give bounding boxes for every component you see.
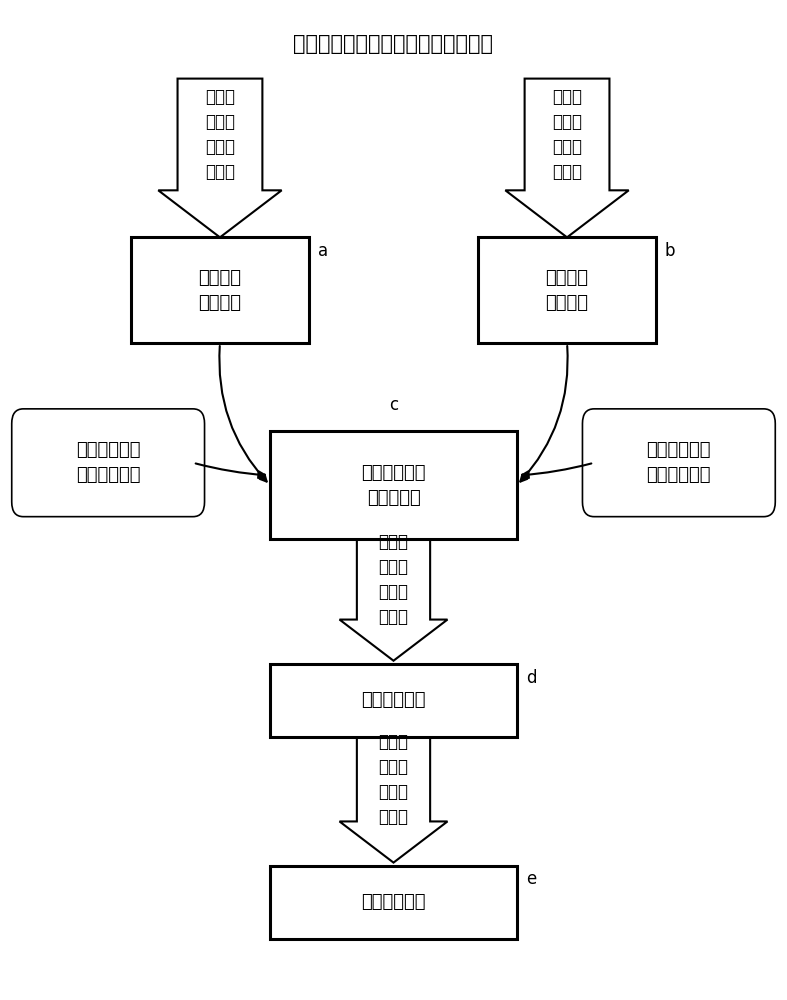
- Text: 提供获
取实现
遗传算
子方法: 提供获 取实现 遗传算 子方法: [379, 733, 408, 826]
- FancyBboxPatch shape: [270, 431, 517, 539]
- FancyArrowPatch shape: [522, 463, 591, 478]
- Text: 基于遗传算法的主频和扰码优化系统: 基于遗传算法的主频和扰码优化系统: [294, 34, 493, 54]
- Polygon shape: [505, 79, 629, 237]
- Text: 提供小区基本
信息查询方法: 提供小区基本 信息查询方法: [76, 441, 140, 484]
- Text: 小区基础
信息模块: 小区基础 信息模块: [198, 269, 242, 312]
- Text: 提供小区干扰
信息查询方法: 提供小区干扰 信息查询方法: [647, 441, 711, 484]
- FancyArrowPatch shape: [196, 463, 265, 478]
- Text: 提供小
区干扰
信息录
入方法: 提供小 区干扰 信息录 入方法: [552, 88, 582, 181]
- Text: 个体操作模块: 个体操作模块: [361, 691, 426, 709]
- Text: e: e: [527, 870, 537, 888]
- Polygon shape: [339, 539, 448, 661]
- FancyBboxPatch shape: [582, 409, 775, 517]
- Text: 小区类型与关
联信息模块: 小区类型与关 联信息模块: [361, 464, 426, 507]
- Text: b: b: [665, 242, 675, 260]
- Text: c: c: [389, 396, 398, 414]
- Text: 种群操作模块: 种群操作模块: [361, 893, 426, 911]
- FancyArrowPatch shape: [220, 346, 267, 482]
- FancyBboxPatch shape: [478, 237, 656, 343]
- Text: 小区干扰
信息模块: 小区干扰 信息模块: [545, 269, 589, 312]
- FancyArrowPatch shape: [520, 346, 567, 482]
- FancyBboxPatch shape: [131, 237, 309, 343]
- Polygon shape: [339, 737, 448, 863]
- Text: 提供获
取个体
适应度
的方法: 提供获 取个体 适应度 的方法: [379, 533, 408, 626]
- FancyBboxPatch shape: [270, 664, 517, 737]
- FancyBboxPatch shape: [12, 409, 205, 517]
- Text: 提供小
区基本
信息录
入方法: 提供小 区基本 信息录 入方法: [205, 88, 235, 181]
- Text: d: d: [527, 669, 537, 687]
- Text: a: a: [318, 242, 328, 260]
- FancyBboxPatch shape: [270, 866, 517, 939]
- Polygon shape: [158, 79, 282, 237]
